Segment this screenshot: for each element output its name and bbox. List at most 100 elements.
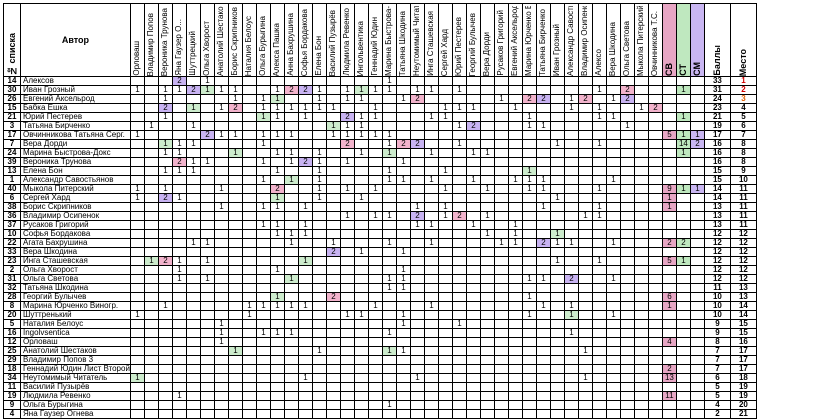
score-cell: [213, 283, 229, 293]
score-cell: 1: [521, 121, 537, 131]
score-cell: [633, 157, 649, 167]
score-cell: [591, 94, 607, 104]
col-judge: Александр Савостьянов: [563, 3, 579, 77]
score-cell: [129, 247, 145, 257]
score-cell: [451, 220, 467, 230]
score-cell: 1: [367, 103, 383, 113]
score-cell: [199, 400, 215, 410]
score-cell: [507, 112, 523, 122]
score-cell: 2: [409, 211, 425, 221]
score-cell: 1: [339, 184, 355, 194]
score-cell: 2: [157, 193, 173, 203]
col-judge-label: Марина Быстрова-Д: [384, 6, 394, 76]
score-cell: [367, 265, 383, 275]
score-cell: [227, 202, 243, 212]
score-cell: [437, 373, 453, 383]
tail-cell: [689, 265, 705, 275]
score-cell: [325, 166, 341, 176]
tail-cell: [675, 301, 691, 311]
score-cell: [185, 310, 201, 320]
score-cell: [563, 382, 579, 392]
score-cell: 1: [591, 184, 607, 194]
score-cell: [227, 337, 243, 347]
score-cell: [339, 193, 355, 203]
score-cell: [479, 310, 495, 320]
score-cell: [367, 229, 383, 239]
score-cell: 1: [381, 283, 397, 293]
score-cell: [395, 238, 411, 248]
score-cell: [213, 400, 229, 410]
score-cell: [325, 193, 341, 203]
score-cell: [171, 328, 187, 338]
score-cell: [647, 283, 663, 293]
score-cell: [213, 391, 229, 401]
score-cell: [339, 328, 355, 338]
score-cell: 1: [395, 157, 411, 167]
score-cell: [465, 337, 481, 347]
score-cell: [199, 193, 215, 203]
score-cell: [507, 301, 523, 311]
col-judge-label: Евгений Аксельрод: [510, 6, 520, 76]
score-cell: [381, 202, 397, 212]
score-cell: [143, 283, 159, 293]
score-cell: [591, 337, 607, 347]
score-cell: [507, 409, 523, 419]
points-cell: 9: [703, 328, 731, 338]
score-cell: [549, 301, 565, 311]
score-cell: [521, 220, 537, 230]
score-cell: [311, 355, 327, 365]
points-cell: 2: [703, 409, 731, 419]
score-cell: [465, 373, 481, 383]
author-name: Овчинникова Татьяна Серг.: [20, 130, 131, 140]
score-cell: [633, 193, 649, 203]
col-tail: СТ: [675, 3, 691, 77]
tail-cell: 1: [675, 85, 691, 95]
score-cell: [507, 148, 523, 158]
score-cell: [143, 301, 159, 311]
score-cell: [255, 409, 271, 419]
score-cell: 1: [381, 76, 397, 86]
score-cell: [367, 238, 383, 248]
score-cell: 1: [409, 85, 425, 95]
place-cell: 3: [729, 94, 757, 104]
score-cell: [353, 355, 369, 365]
col-judge: Евгений Аксельрод: [507, 3, 523, 77]
score-cell: [465, 256, 481, 266]
tail-cell: [675, 346, 691, 356]
score-cell: 1: [171, 139, 187, 149]
score-cell: [269, 373, 285, 383]
score-cell: [437, 346, 453, 356]
tail-cell: [661, 355, 677, 365]
score-cell: [451, 157, 467, 167]
tail-cell: [661, 283, 677, 293]
tail-cell: 4: [661, 337, 677, 347]
tail-cell: [675, 175, 691, 185]
points-cell: 7: [703, 346, 731, 356]
score-cell: [507, 337, 523, 347]
score-cell: [199, 166, 215, 176]
score-cell: [283, 202, 299, 212]
score-cell: [605, 409, 621, 419]
points-cell: 5: [703, 391, 731, 401]
score-cell: [255, 238, 271, 248]
score-cell: 1: [549, 256, 565, 266]
score-cell: [311, 112, 327, 122]
score-cell: 1: [297, 112, 313, 122]
col-judge-label: Вера Дорди: [482, 31, 492, 76]
score-cell: [577, 247, 593, 257]
score-cell: [213, 247, 229, 257]
score-cell: [647, 121, 663, 131]
author-name: Шуттренький: [20, 310, 131, 320]
score-cell: 1: [395, 346, 411, 356]
score-cell: [507, 400, 523, 410]
score-cell: [283, 121, 299, 131]
score-cell: [283, 373, 299, 383]
col-judge-label: Сергей Хард: [440, 28, 450, 76]
score-cell: 1: [549, 238, 565, 248]
row-number: 20: [3, 310, 21, 320]
author-name: Неутомимый Читатель: [20, 373, 131, 383]
col-judge: Вероника Трунова: [157, 3, 173, 77]
score-cell: 1: [297, 103, 313, 113]
col-judge: Орловаш: [129, 3, 145, 77]
score-cell: [423, 310, 439, 320]
